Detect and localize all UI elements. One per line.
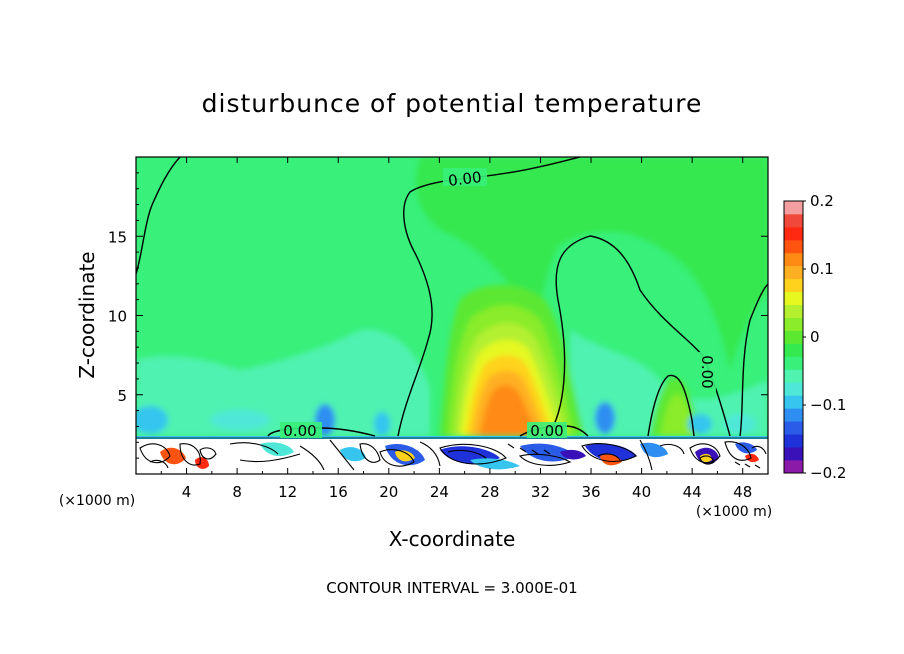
zero-contour-central <box>397 157 581 437</box>
colorbar-tick-label: −0.2 <box>810 464 846 482</box>
contour-labels: 0.00 0.00 0.00 0.00 <box>280 168 716 440</box>
x-tick-label: 12 <box>278 483 297 501</box>
colorbar-tick-label: 0 <box>810 328 820 346</box>
contour-fill-upper-positive <box>416 157 768 370</box>
zero-contour-left <box>136 157 181 275</box>
x-tick-label: 24 <box>430 483 449 501</box>
colorbar-swatch <box>784 252 803 267</box>
x-axis-unit-left: (×1000 m) <box>59 493 135 509</box>
chart-title: disturbunce of potential temperature <box>202 89 703 118</box>
surface-patch-16 <box>340 447 366 462</box>
contour-interval-note: CONTOUR INTERVAL = 3.000E-01 <box>326 579 577 597</box>
contour-fill-cyan-band-right <box>570 330 768 436</box>
surface-patch-4 <box>395 450 415 462</box>
colorbar-swatch <box>784 265 803 280</box>
contour-fill-low-4 <box>595 402 615 434</box>
colorbar-swatch <box>784 330 803 344</box>
colorbar-swatch <box>784 421 803 435</box>
colorbar-swatch <box>784 395 803 409</box>
x-tick-label: 40 <box>632 483 651 501</box>
colorbar-swatch <box>784 447 803 461</box>
zero-contour-small-plume <box>647 374 695 437</box>
x-tick-label: 44 <box>683 483 702 501</box>
contour-label: 0.00 <box>698 355 716 388</box>
contour-fill-low-7 <box>210 410 270 430</box>
y-axis: 5 10 15 <box>108 172 768 459</box>
surface-patch-6 <box>470 458 520 470</box>
colorbar-swatch <box>784 317 803 331</box>
contour-fill-cyan-band <box>136 329 430 436</box>
x-tick-label: 36 <box>581 483 600 501</box>
contour-label: 0.00 <box>283 422 316 440</box>
surface-patch-15 <box>745 453 759 463</box>
surface-patch-8 <box>560 449 586 460</box>
y-tick-label: 15 <box>108 228 127 246</box>
colorbar-tick-label: 0.1 <box>810 260 834 278</box>
x-tick-label: 4 <box>182 483 192 501</box>
contour-fill-low-6 <box>724 414 756 434</box>
x-tick-label: 8 <box>232 483 242 501</box>
y-axis-label: Z-coordinate <box>75 251 99 378</box>
colorbar-swatch <box>784 382 803 396</box>
colorbar-swatch <box>784 239 803 254</box>
contour-fill-low-5 <box>688 414 712 434</box>
colorbar-swatch <box>784 226 803 241</box>
contour-fill-low-3 <box>374 412 390 436</box>
zero-contour-edge <box>739 283 768 437</box>
x-tick-label: 16 <box>329 483 348 501</box>
x-axis-label: X-coordinate <box>389 527 516 551</box>
x-tick-label: 48 <box>733 483 752 501</box>
x-tick-label: 20 <box>379 483 398 501</box>
y-tick-label: 5 <box>117 387 127 405</box>
colorbar-swatch <box>784 356 803 370</box>
x-axis-unit-right: (×1000 m) <box>696 504 772 520</box>
x-tick-label: 32 <box>531 483 550 501</box>
x-tick-label: 28 <box>480 483 499 501</box>
colorbar-swatch <box>784 213 803 228</box>
contour-label: 0.00 <box>447 168 482 190</box>
x-axis: 4 8 12 16 20 24 28 32 36 40 44 48 <box>160 157 752 501</box>
colorbar-swatch <box>784 369 803 383</box>
colorbar-swatch <box>784 291 803 306</box>
contour-fill-small-plume-core <box>660 394 694 436</box>
y-tick-label: 10 <box>108 308 127 326</box>
contour-fill-low-1 <box>136 406 168 434</box>
colorbar-swatch <box>784 343 803 357</box>
surface-patch-17 <box>260 442 294 457</box>
plot-area <box>136 157 768 474</box>
colorbar-tick-label: −0.1 <box>810 396 846 414</box>
colorbar-swatch <box>784 460 803 474</box>
surface-patch-2 <box>195 457 209 469</box>
surface-layer <box>136 436 768 474</box>
colorbar-tick-label: 0.2 <box>810 192 834 210</box>
colorbar-swatch <box>784 278 803 293</box>
colorbar-swatch <box>784 434 803 448</box>
zero-contours <box>136 157 768 437</box>
colorbar-swatch <box>784 201 803 215</box>
surface-contours <box>136 437 768 471</box>
contour-fill-plume-7 <box>480 385 538 436</box>
colorbar-labels: 0.2 0.1 0 −0.1 −0.2 <box>803 192 846 482</box>
contour-label: 0.00 <box>530 422 563 440</box>
colorbar-swatch <box>784 408 803 422</box>
colorbar <box>784 201 803 474</box>
colorbar-swatch <box>784 304 803 318</box>
